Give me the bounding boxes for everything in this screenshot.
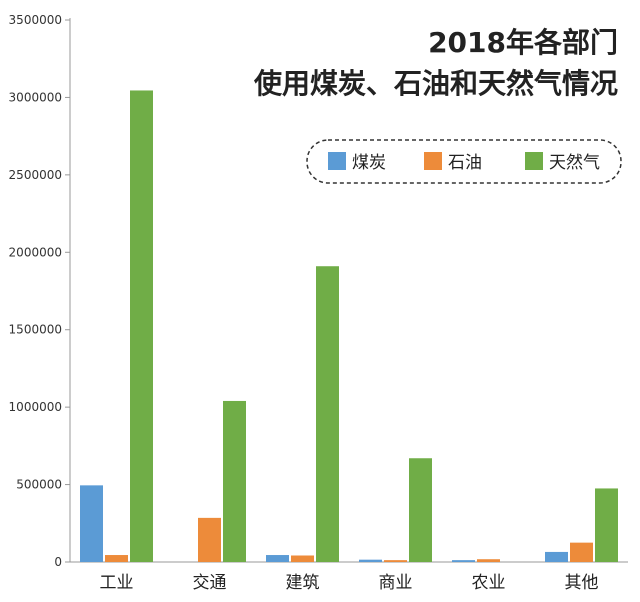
x-axis-labels: 工业 交通 建筑 商业 农业 其他: [100, 573, 599, 593]
bar: [105, 555, 128, 562]
legend-swatch: [525, 152, 543, 170]
x-category-label: 交通: [193, 573, 227, 593]
x-category-label: 商业: [379, 573, 413, 593]
bar: [130, 90, 153, 563]
y-tick-label: 2500000: [9, 168, 62, 182]
bar: [266, 555, 289, 562]
x-category-label: 其他: [565, 573, 599, 593]
y-tick-label: 1000000: [9, 400, 62, 414]
legend-swatch: [328, 152, 346, 170]
y-axis-ticks: 0 500000 1000000 1500000 2000000 2500000 30000…: [9, 13, 70, 569]
y-tick-label: 2000000: [9, 245, 62, 259]
legend-label: 石油: [448, 153, 482, 173]
bar: [223, 400, 246, 562]
x-category-label: 工业: [100, 573, 134, 593]
chart-subtitle: 使用煤炭、石油和天然气情况: [253, 67, 618, 100]
y-tick-label: 3500000: [9, 13, 62, 27]
y-tick-label: 3000000: [9, 90, 62, 104]
legend: 煤炭 石油 天然气: [328, 152, 600, 173]
legend-label: 天然气: [549, 153, 600, 173]
bar: [384, 560, 407, 562]
legend-label: 煤炭: [352, 153, 386, 173]
bar: [545, 551, 568, 562]
bar: [316, 266, 339, 562]
y-tick-label: 500000: [16, 478, 62, 492]
bar: [477, 559, 500, 562]
bar: [570, 542, 593, 562]
x-category-label: 农业: [472, 573, 506, 593]
chart-title: 2018年各部门: [428, 26, 618, 59]
bar: [595, 488, 618, 562]
bar: [80, 485, 103, 562]
bar: [198, 517, 221, 562]
legend-swatch: [424, 152, 442, 170]
y-tick-label: 0: [54, 555, 62, 569]
y-tick-label: 1500000: [9, 323, 62, 337]
bar: [452, 560, 475, 562]
bar: [291, 555, 314, 562]
legend-box: [306, 139, 622, 184]
bars: [80, 90, 618, 563]
x-category-label: 建筑: [286, 573, 320, 593]
bar: [409, 458, 432, 562]
bar: [359, 559, 382, 562]
